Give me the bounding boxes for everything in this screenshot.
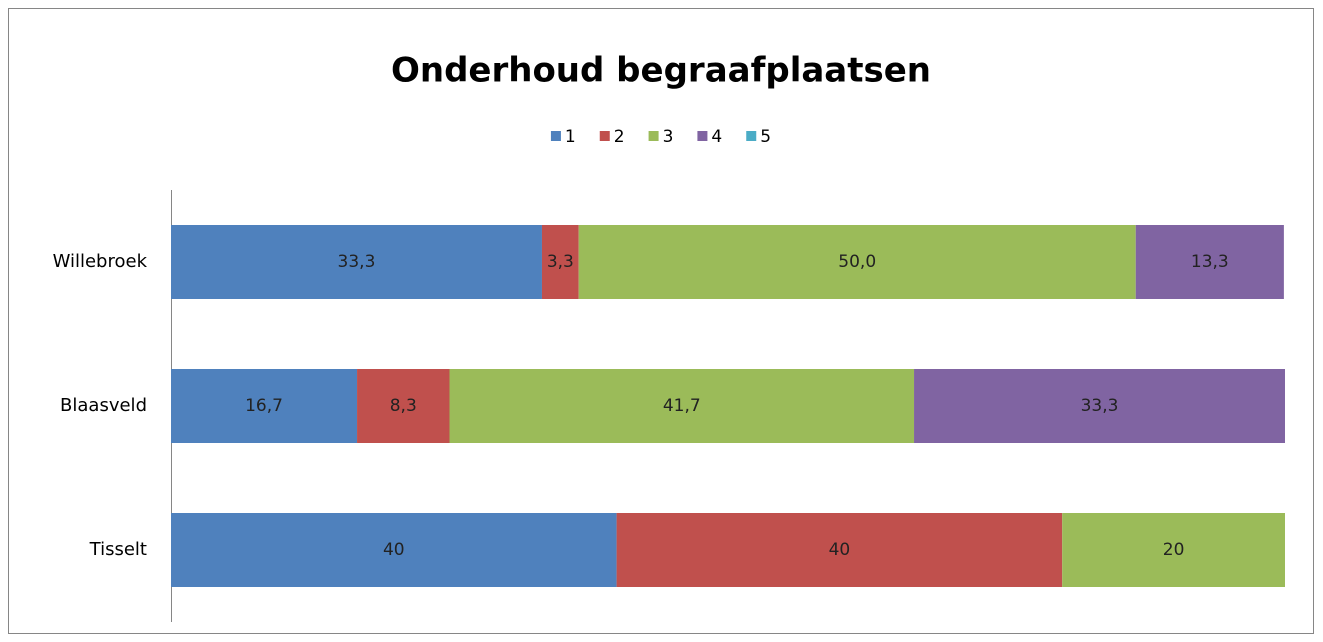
- bar-segment: [1062, 513, 1285, 587]
- legend-label: 1: [565, 127, 576, 147]
- data-label: 13,3: [1191, 252, 1229, 272]
- data-label: 16,7: [245, 396, 283, 416]
- bar-segment: [449, 369, 915, 443]
- bar-segment: [914, 369, 1285, 443]
- legend-swatch: [697, 131, 708, 141]
- bar-segment: [171, 225, 542, 299]
- legend-label: 4: [711, 127, 722, 147]
- bar-segment: [541, 225, 579, 299]
- data-label: 50,0: [838, 252, 876, 272]
- y-tick-label: Blaasveld: [60, 395, 147, 416]
- bar-segment: [578, 225, 1136, 299]
- chart-title: Onderhoud begraafplaatsen: [391, 51, 931, 91]
- data-label: 33,3: [338, 252, 376, 272]
- data-label: 3,3: [547, 252, 574, 272]
- legend-swatch: [599, 131, 610, 141]
- bar-segment: [1135, 225, 1284, 299]
- data-label: 40: [829, 540, 851, 560]
- legend-swatch: [550, 131, 561, 141]
- bar-segment: [171, 513, 617, 587]
- bar-segment: [616, 513, 1063, 587]
- legend-swatch: [648, 131, 659, 141]
- legend-swatch: [746, 131, 757, 141]
- data-label: 20: [1163, 540, 1185, 560]
- data-label: 8,3: [390, 396, 417, 416]
- legend-label: 2: [614, 127, 625, 147]
- bar-segment: [171, 369, 358, 443]
- bar-segment: [357, 369, 450, 443]
- legend-label: 5: [760, 127, 771, 147]
- y-tick-label: Willebroek: [53, 251, 148, 272]
- y-tick-label: Tisselt: [89, 539, 147, 560]
- data-label: 40: [383, 540, 405, 560]
- data-label: 41,7: [663, 396, 701, 416]
- legend-label: 3: [663, 127, 674, 147]
- data-label: 33,3: [1081, 396, 1119, 416]
